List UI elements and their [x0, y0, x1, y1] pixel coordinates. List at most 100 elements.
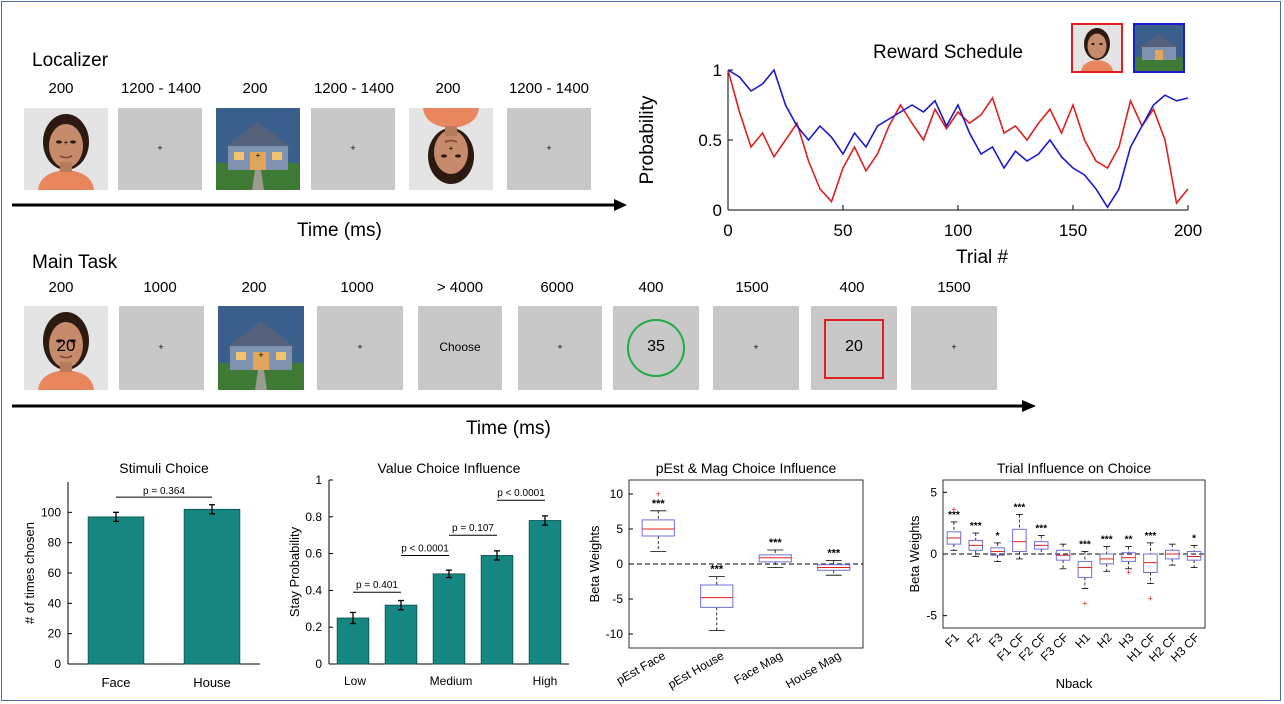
reward-x-tick-label: 200: [1174, 221, 1202, 240]
y-tick-label: 20: [48, 627, 62, 641]
box: [700, 584, 734, 608]
box: [1186, 551, 1202, 561]
face-legend-icon: [1071, 23, 1123, 73]
y-tick-label: 0: [54, 657, 61, 671]
p-value-label: p = 0.401: [356, 580, 398, 591]
face-stimulus-image: +: [24, 108, 108, 190]
significance-label: ***: [827, 548, 841, 560]
fixation-cross-icon: +: [753, 342, 759, 352]
box: [1121, 552, 1136, 562]
bar: [528, 520, 562, 665]
fixation-cross-icon: +: [546, 143, 552, 153]
pest-mag-choice-chart: pEst & Mag Choice Influence -10 -5 0 5 10 Beta…: [587, 460, 864, 692]
house-stimulus-image: +: [218, 306, 304, 390]
p-value-label: p = 0.364: [143, 486, 185, 497]
main-task-duration: 400: [839, 279, 865, 296]
y-tick-label: 0.4: [305, 583, 322, 597]
reward-y-tick-label: 0.5: [698, 131, 722, 150]
outcome-screen: 35: [613, 306, 699, 390]
main-task-duration: 1000: [143, 279, 177, 296]
fixation-screen: +: [713, 306, 799, 390]
box: [758, 554, 792, 563]
chart-title: Trial Influence on Choice: [997, 460, 1152, 476]
y-tick-label: 60: [48, 566, 62, 580]
y-tick-label: 0.8: [305, 510, 322, 524]
reward-xlabel: Trial #: [956, 247, 1009, 268]
box: [1012, 528, 1027, 553]
y-tick-label: 0.6: [305, 547, 322, 561]
main-task-duration: 400: [638, 279, 664, 296]
y-tick-label: 0: [315, 657, 322, 671]
y-axis-label: Beta Weights: [907, 515, 922, 593]
x-tick-label: High: [533, 674, 558, 688]
p-value-label: p = 0.107: [452, 523, 494, 534]
fixation-screen: +: [518, 306, 602, 390]
bar: [183, 508, 241, 665]
y-tick-label: 80: [48, 536, 62, 550]
chart-title: Value Choice Influence: [378, 460, 521, 476]
outcome-screen: 20: [811, 306, 897, 390]
y-tick-label: -5: [926, 609, 937, 623]
localizer-duration: 1200 - 1400: [508, 80, 590, 97]
fixation-screen: +: [317, 306, 403, 390]
significance-label: ***: [769, 537, 783, 549]
x-tick-label: H1: [1072, 630, 1093, 651]
main-task-duration: 1500: [937, 279, 971, 296]
y-tick-label: 1: [315, 473, 322, 487]
significance-label: ***: [652, 498, 666, 510]
localizer-time-label: Time (ms): [297, 220, 382, 241]
fixation-screen: +: [507, 108, 591, 190]
x-tick-label: F1: [942, 630, 962, 650]
bar: [384, 604, 418, 665]
localizer-duration: 1200 - 1400: [313, 80, 395, 97]
main-task-duration: 1500: [735, 279, 769, 296]
trial-influence-chart: Trial Influence on Choice -5 0 5 Beta Weight…: [907, 460, 1206, 691]
fixation-screen: +: [311, 108, 395, 190]
box: [1164, 549, 1180, 560]
reward-x-tick-label: 0: [723, 221, 732, 240]
reward-schedule-title: Reward Schedule: [873, 42, 1023, 63]
fixation-screen: +: [118, 108, 202, 190]
svg-text:+: +: [258, 350, 263, 360]
bar: [87, 516, 145, 665]
fixation-cross-icon: +: [157, 143, 163, 153]
reward-y-tick-label: 1: [713, 61, 722, 80]
box: [817, 564, 851, 571]
outlier-marker: +: [656, 489, 661, 499]
outlier-marker: +: [1126, 568, 1131, 578]
localizer-duration: 200: [242, 80, 268, 97]
reward-x-tick-label: 100: [944, 221, 972, 240]
y-axis-label: Beta Weights: [587, 525, 602, 603]
bar: [336, 617, 370, 665]
face-stimulus-image: 20: [24, 306, 108, 390]
bar: [432, 573, 466, 665]
house-legend-icon: [1133, 23, 1185, 73]
reward-schedule-plot: 0 0.5 1 0 50 100 150 200: [698, 61, 1202, 240]
square-outcome-number: 20: [845, 338, 863, 355]
x-tick-label: Face: [102, 675, 131, 690]
choose-label: Choose: [439, 340, 481, 354]
inverted-face-stimulus-image: +: [409, 108, 493, 190]
x-tick-label: pEst Face: [614, 648, 668, 687]
reward-x-tick-label: 50: [834, 221, 853, 240]
reward-x-tick-label: 150: [1059, 221, 1087, 240]
main-task-duration: 1000: [340, 279, 374, 296]
significance-label: ***: [710, 564, 724, 576]
significance-label: ***: [970, 521, 982, 532]
localizer-time-arrow: [12, 199, 627, 211]
fixation-cross-icon: +: [350, 143, 356, 153]
y-axis-label: Stay Probability: [287, 526, 302, 617]
y-tick-label: -10: [606, 627, 624, 641]
box: [1077, 560, 1093, 578]
main-task-title: Main Task: [32, 252, 118, 273]
fixation-cross-icon: +: [158, 342, 164, 352]
outlier-marker: +: [951, 505, 956, 515]
svg-text:+: +: [449, 144, 454, 153]
x-axis-label: Nback: [1056, 676, 1093, 691]
main-task-duration: 200: [48, 279, 74, 296]
localizer-duration: 1200 - 1400: [120, 80, 202, 97]
face-reward-number: 20: [56, 336, 76, 355]
box: [1055, 549, 1071, 561]
p-value-label: p < 0.0001: [401, 543, 449, 554]
reward-series-house-line: [727, 68, 1189, 209]
